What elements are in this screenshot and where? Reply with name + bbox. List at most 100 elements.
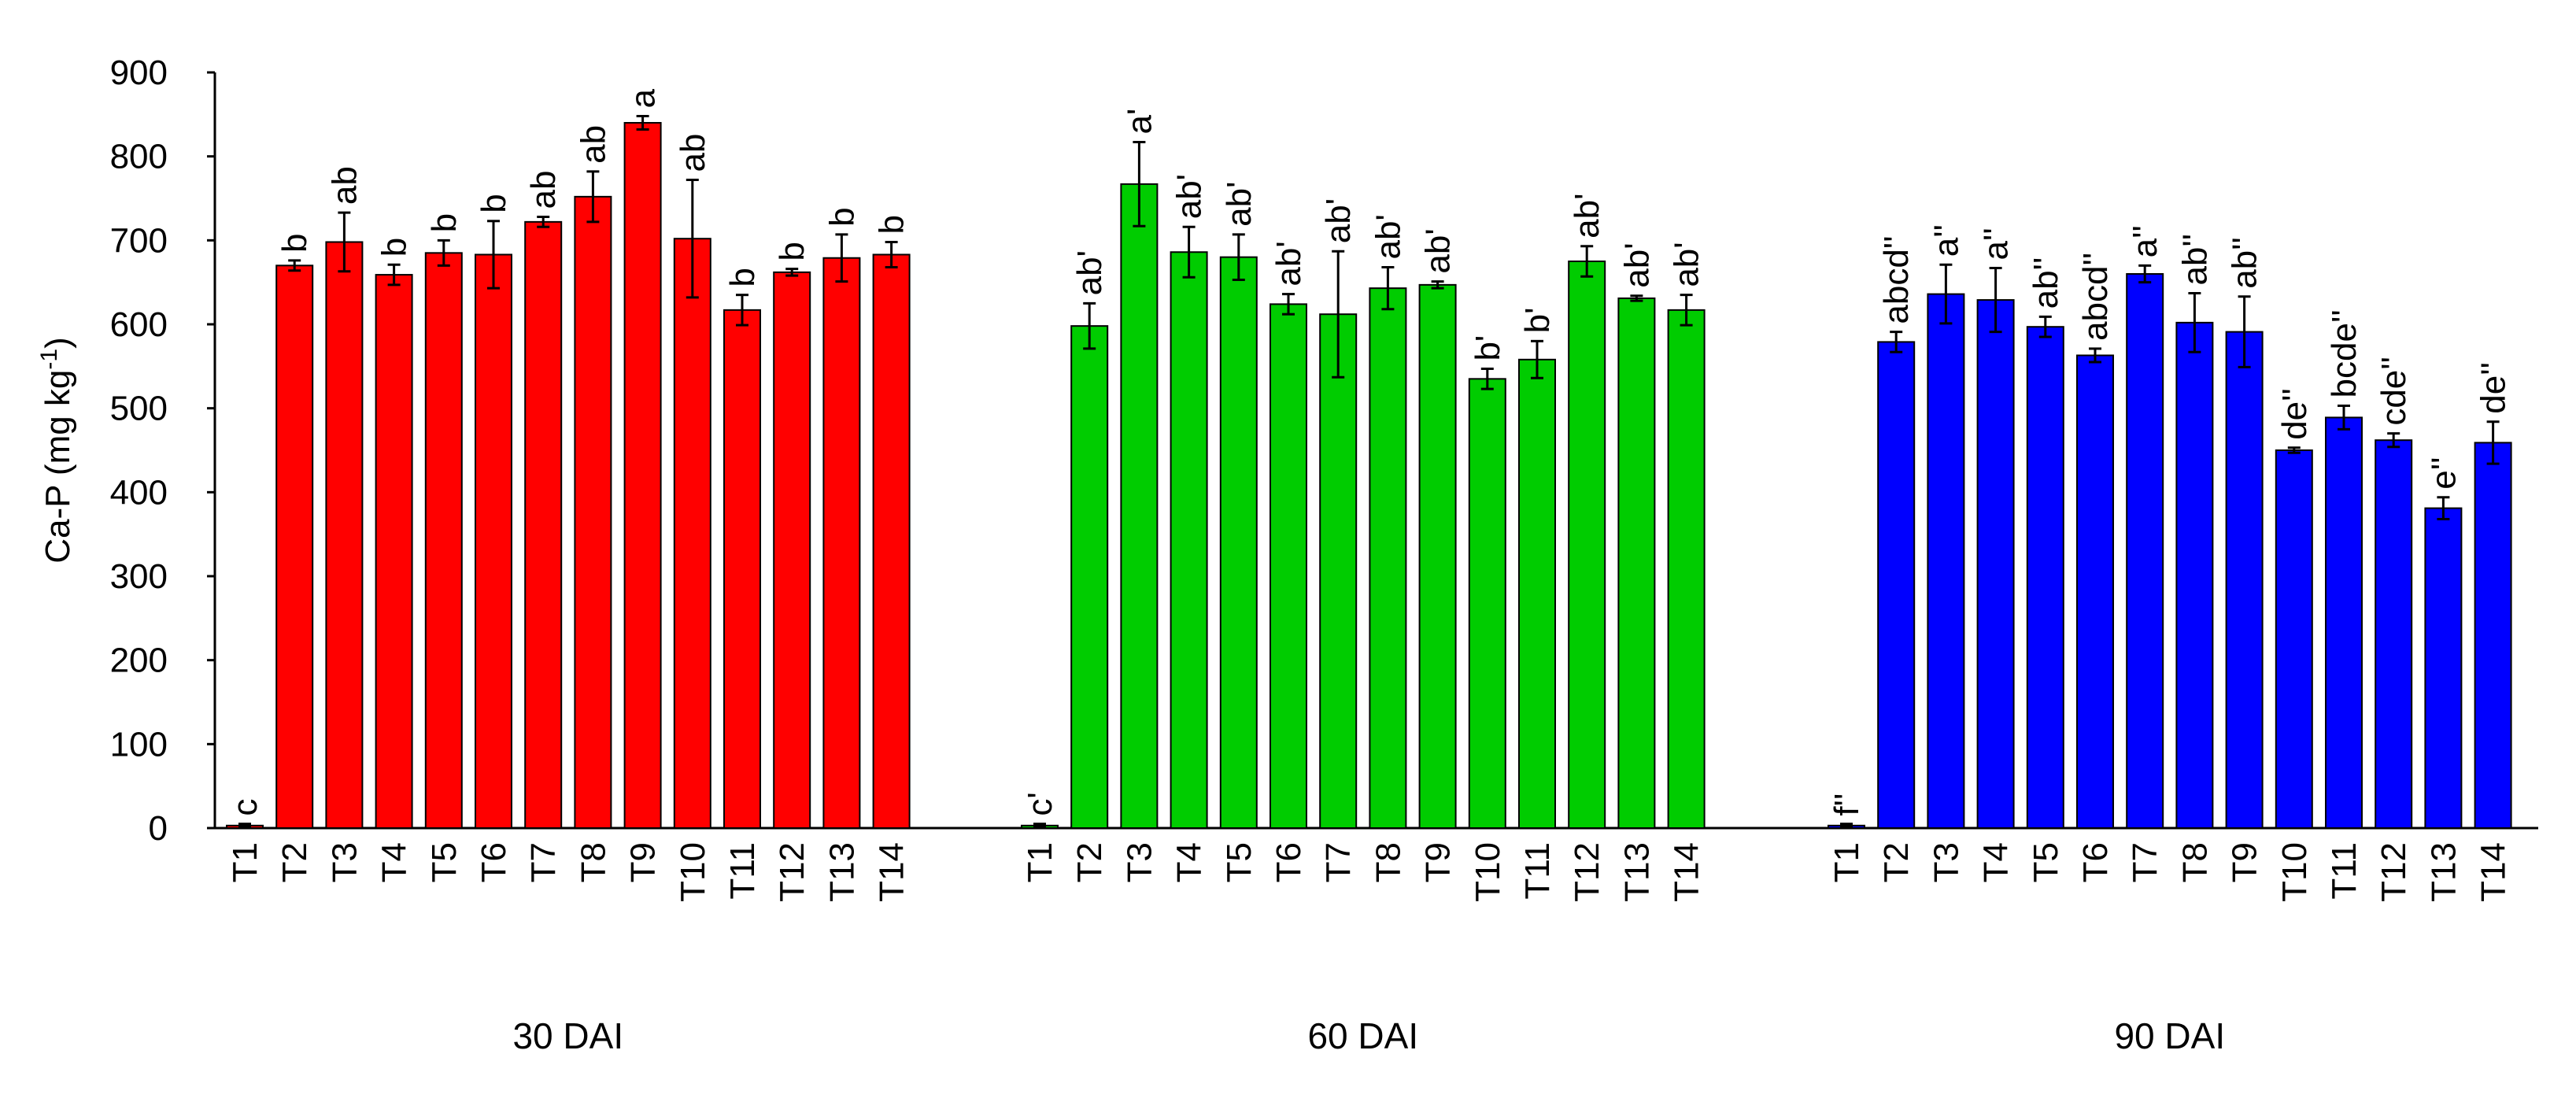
- bar: [375, 274, 413, 830]
- significance-label: de'': [2474, 362, 2513, 414]
- bar: [1617, 297, 1656, 829]
- x-tick-label: T13: [2424, 842, 2463, 902]
- y-tick-label: 100: [110, 725, 168, 764]
- bar-group: f'' T1 abcd'' T2 a'' T3 a'' T4 ab'' T5 abcd'' T6 a''…: [1828, 224, 2513, 1056]
- bar: [1369, 287, 1407, 829]
- significance-label: a'': [2126, 225, 2164, 257]
- x-tick-label: T2: [1877, 842, 1916, 882]
- bar: [2275, 449, 2313, 829]
- y-tick-label: 400: [110, 473, 168, 512]
- x-tick-label: T2: [275, 842, 314, 882]
- x-tick-label: T1: [1021, 842, 1059, 882]
- bar: [1927, 293, 1965, 830]
- bar: [1120, 183, 1159, 830]
- bar: [2424, 507, 2463, 829]
- x-tick-label: T1: [1828, 842, 1866, 882]
- bar: [1518, 358, 1556, 829]
- x-tick-label: T13: [822, 842, 861, 902]
- significance-label: a'': [1927, 224, 1965, 257]
- y-axis-title-main: Ca-P (mg kg: [39, 370, 77, 564]
- bar: [574, 195, 612, 830]
- bar: [673, 238, 711, 829]
- bar: [1319, 313, 1358, 829]
- significance-label: ab': [1170, 174, 1209, 219]
- x-tick-label: T3: [1927, 842, 1965, 882]
- x-tick-label: T13: [1617, 842, 1656, 902]
- bar: [424, 252, 463, 830]
- x-tick-label: T9: [1419, 842, 1458, 882]
- y-axis: 0 100 200 300 400 500 600 700 800 900 Ca-P (mg kg…: [36, 54, 216, 848]
- group-label: 30 DAI: [512, 1015, 623, 1056]
- significance-label: de'': [2275, 388, 2314, 440]
- y-tick-label: 900: [110, 54, 168, 92]
- significance-label: b: [375, 238, 414, 257]
- x-tick-label: T10: [674, 842, 712, 902]
- bar: [1877, 341, 1916, 829]
- significance-label: b: [723, 268, 762, 287]
- bar: [2126, 273, 2164, 829]
- significance-label: b: [873, 215, 911, 234]
- significance-label: ab'': [2226, 237, 2264, 289]
- y-tick-labels: 0 100 200 300 400 500 600 700 800 900: [110, 54, 215, 848]
- y-axis-title: Ca-P (mg kg-1): [36, 337, 78, 564]
- significance-label: ab': [1668, 242, 1706, 287]
- bar-group: c' T1 ab' T2 a' T3 ab' T4 ab' T5 ab' T6 ab' T7 ab' T8 ab…: [1021, 109, 1706, 1056]
- x-tick-label: T1: [226, 842, 264, 882]
- bar: [1568, 261, 1606, 829]
- bar: [2026, 326, 2064, 829]
- significance-label: ab: [674, 134, 712, 172]
- significance-label: b: [275, 233, 314, 252]
- x-tick-label: T11: [2325, 842, 2363, 900]
- significance-label: ab': [1070, 250, 1109, 295]
- significance-label: abcd'': [2076, 253, 2115, 341]
- significance-label: a': [1120, 109, 1159, 135]
- x-tick-label: T14: [873, 842, 911, 902]
- y-tick-label: 500: [110, 390, 168, 428]
- y-tick-label: 300: [110, 557, 168, 596]
- bar: [1270, 303, 1307, 829]
- x-tick-label: T6: [2076, 842, 2115, 882]
- bar: [325, 241, 364, 829]
- significance-label: b: [822, 207, 861, 226]
- significance-label: ab': [1419, 228, 1458, 273]
- x-tick-label: T14: [1668, 842, 1706, 902]
- significance-label: ab': [1319, 198, 1358, 243]
- bar: [2325, 416, 2363, 829]
- bar: [723, 309, 761, 830]
- significance-label: b: [425, 213, 464, 232]
- x-tick-label: T4: [375, 842, 414, 882]
- significance-label: a: [624, 88, 663, 108]
- x-tick-label: T10: [2275, 842, 2314, 902]
- significance-label: cde'': [2375, 357, 2413, 426]
- bar-group: c T1 b T2 ab T3 b T4 b T5 b T6 ab T7 ab T8 a T9 ab T10 b T11 b…: [226, 88, 911, 1056]
- bar: [1170, 251, 1208, 829]
- y-axis-title-close: ): [39, 337, 77, 349]
- x-tick-label: T11: [1518, 842, 1557, 900]
- x-tick-label: T8: [1369, 842, 1407, 882]
- bar: [1219, 256, 1258, 829]
- y-tick-label: 600: [110, 305, 168, 344]
- significance-label: a'': [1977, 227, 2016, 260]
- significance-label: f'': [1828, 793, 1866, 816]
- significance-label: ab': [1270, 241, 1308, 286]
- bar: [1667, 309, 1706, 830]
- significance-label: c': [1021, 792, 1059, 815]
- bar: [1976, 299, 2015, 830]
- x-tick-label: T2: [1070, 842, 1109, 882]
- significance-label: ab': [1617, 242, 1656, 287]
- x-tick-label: T8: [2175, 842, 2214, 882]
- x-tick-label: T4: [1977, 842, 2016, 882]
- bar: [1418, 283, 1457, 830]
- bar: [1070, 325, 1109, 829]
- significance-label: ab': [1568, 193, 1606, 238]
- bar-groups: c T1 b T2 ab T3 b T4 b T5 b T6 ab T7 ab T8 a T9 ab T10 b T11 b…: [226, 88, 2513, 1056]
- y-tick-label: 200: [110, 642, 168, 680]
- x-tick-label: T11: [723, 842, 762, 900]
- significance-label: b': [1518, 307, 1557, 333]
- bar: [2175, 321, 2214, 830]
- bar: [2375, 439, 2413, 829]
- significance-label: c: [226, 799, 264, 816]
- bar: [2225, 331, 2264, 830]
- x-tick-label: T9: [2226, 842, 2264, 882]
